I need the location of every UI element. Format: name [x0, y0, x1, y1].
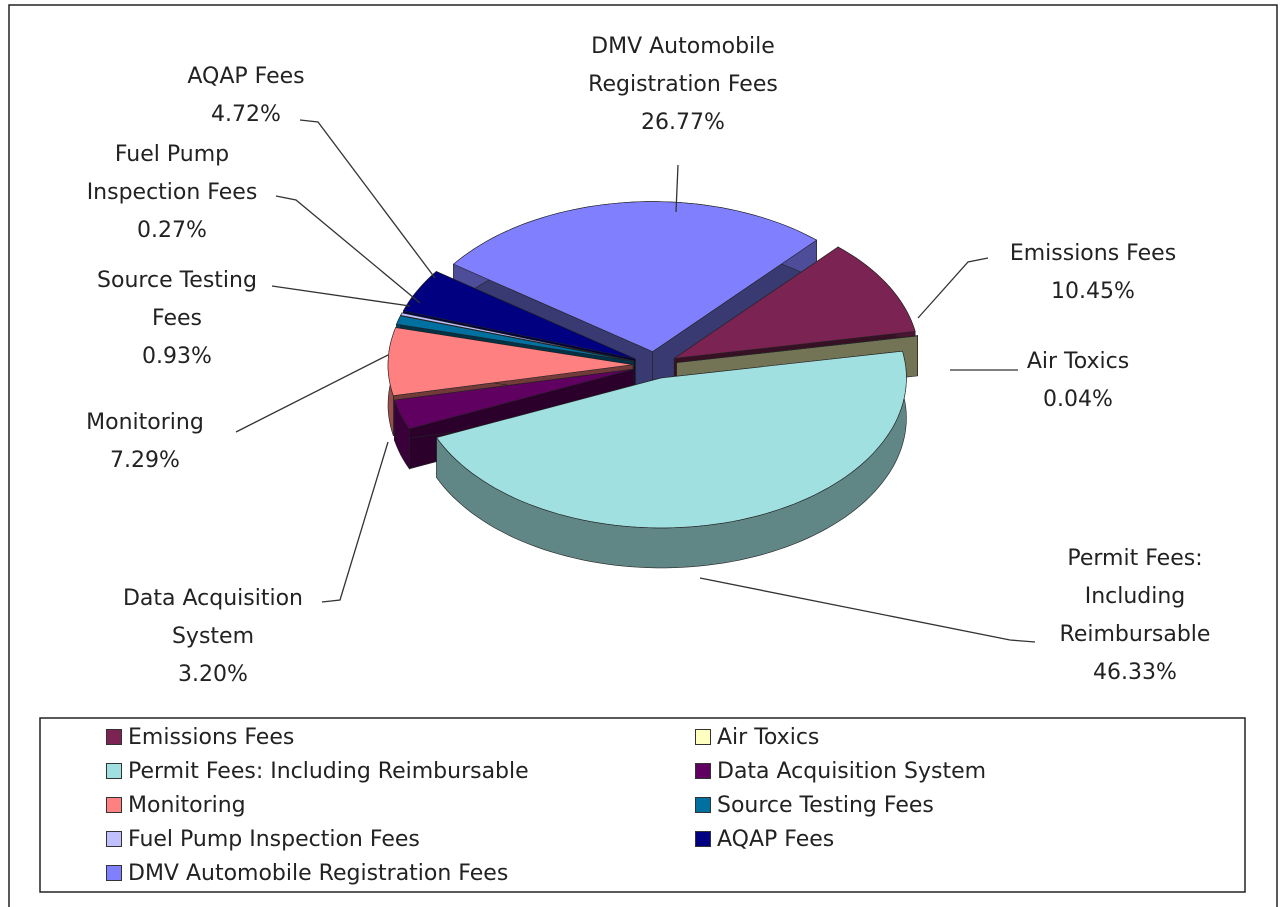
leader-line	[675, 164, 679, 213]
data-label: Data Acquisition System 3.20%	[88, 580, 338, 694]
legend-entry: Emissions Fees	[106, 724, 294, 752]
data-label-name: Permit Fees: Including Reimbursable	[1059, 546, 1211, 647]
legend-label: AQAP Fees	[717, 827, 835, 852]
legend-swatch	[106, 797, 122, 813]
data-label-value: 46.33%	[1093, 660, 1177, 685]
legend-entry: Monitoring	[106, 792, 246, 820]
slice	[400, 312, 635, 362]
legend-entry: Air Toxics	[695, 724, 819, 752]
leader-line	[271, 285, 411, 307]
data-label-name: Source Testing Fees	[97, 268, 257, 331]
legend-label: Air Toxics	[717, 725, 820, 750]
data-label: Monitoring 7.29%	[65, 404, 225, 480]
legend-label: Source Testing Fees	[717, 793, 934, 818]
slice	[387, 327, 634, 397]
leader-line	[321, 441, 389, 603]
legend-label: Monitoring	[128, 793, 246, 818]
legend-entry: Data Acquisition System	[695, 758, 986, 786]
data-label: Source Testing Fees 0.93%	[77, 262, 277, 376]
slice	[396, 315, 634, 362]
data-label-value: 3.20%	[178, 662, 248, 687]
data-label-name: DMV Automobile Registration Fees	[588, 34, 778, 97]
data-label-value: 0.04%	[1043, 387, 1113, 412]
legend-entry: Permit Fees: Including Reimbursable	[106, 758, 529, 786]
data-label: AQAP Fees 4.72%	[166, 58, 326, 134]
data-label: Emissions Fees 10.45%	[993, 235, 1193, 311]
data-label-value: 0.93%	[142, 344, 212, 369]
legend-label: Permit Fees: Including Reimbursable	[128, 759, 529, 784]
legend-entry: DMV Automobile Registration Fees	[106, 860, 508, 888]
legend-entry: Fuel Pump Inspection Fees	[106, 826, 420, 854]
legend-swatch	[106, 831, 122, 847]
legend-entry: Source Testing Fees	[695, 792, 934, 820]
legend-label: Data Acquisition System	[717, 759, 987, 784]
legend-swatch	[695, 729, 711, 745]
legend-swatch	[695, 763, 711, 779]
data-label-name: Monitoring	[86, 410, 204, 435]
slice	[452, 201, 818, 352]
legend-swatch	[106, 729, 122, 745]
data-label: Air Toxics 0.04%	[1008, 343, 1148, 419]
leader-line	[235, 354, 389, 433]
leader-line	[299, 119, 436, 279]
leader-line	[699, 577, 1036, 643]
legend-label: Emissions Fees	[128, 725, 295, 750]
legend-label: Fuel Pump Inspection Fees	[128, 827, 420, 852]
data-label: Permit Fees: Including Reimbursable 46.33…	[1020, 540, 1250, 692]
legend-label: DMV Automobile Registration Fees	[128, 861, 509, 886]
data-label-name: Emissions Fees	[1009, 241, 1177, 266]
data-label-value: 4.72%	[211, 102, 281, 127]
legend-swatch	[106, 865, 122, 881]
chart-border	[8, 4, 1278, 907]
data-label: Fuel Pump Inspection Fees 0.27%	[62, 136, 282, 250]
data-label-value: 7.29%	[110, 448, 180, 473]
slice	[676, 335, 918, 363]
leader-line	[917, 257, 989, 319]
legend-swatch	[106, 763, 122, 779]
data-label-value: 10.45%	[1051, 279, 1135, 304]
data-label-name: Fuel Pump Inspection Fees	[86, 142, 258, 205]
data-label-name: Data Acquisition System	[122, 586, 304, 649]
data-label-name: AQAP Fees	[187, 64, 305, 89]
legend-entry: AQAP Fees	[695, 826, 834, 854]
legend-box	[39, 717, 1246, 893]
leader-line	[275, 195, 421, 304]
slice	[436, 350, 907, 529]
data-label-value: 26.77%	[641, 110, 725, 135]
legend-swatch	[695, 797, 711, 813]
data-label-value: 0.27%	[137, 218, 207, 243]
slice	[393, 368, 635, 430]
data-label: DMV Automobile Registration Fees 26.77%	[543, 28, 823, 142]
legend-swatch	[695, 831, 711, 847]
slice	[674, 246, 916, 359]
data-label-name: Air Toxics	[1026, 349, 1130, 374]
